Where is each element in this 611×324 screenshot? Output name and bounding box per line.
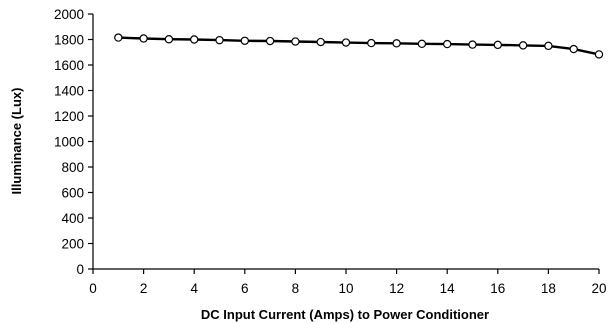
- x-tick-label-6: 12: [389, 281, 404, 296]
- y-tick-label-5: 1000: [54, 135, 84, 150]
- series-line-0: [118, 36, 600, 56]
- y-tick-label-8: 1600: [54, 58, 84, 73]
- x-tick-label-1: 2: [140, 281, 148, 296]
- x-axis-ticks: 0 2 4 6 8 10 12 14 16 18 20: [89, 269, 607, 296]
- data-point-6: [265, 36, 275, 46]
- y-tick-label-1: 200: [61, 237, 84, 252]
- y-tick-label-10: 2000: [54, 7, 84, 22]
- x-tick-label-2: 4: [190, 281, 198, 296]
- y-axis-ticks: 0 200 400 600 800 1000 1200 1400 1600 1800 2000: [54, 7, 93, 277]
- data-point-18: [569, 44, 578, 54]
- x-tick-label-0: 0: [89, 281, 97, 296]
- x-tick-label-7: 14: [440, 281, 456, 296]
- data-point-5: [240, 36, 249, 45]
- data-point-3: [189, 35, 199, 44]
- x-tick-label-8: 16: [490, 281, 505, 296]
- x-tick-label-3: 6: [241, 281, 249, 296]
- x-tick-label-9: 18: [541, 281, 556, 296]
- y-tick-label-6: 1200: [54, 109, 84, 124]
- data-point-11: [392, 39, 401, 48]
- data-point-4: [215, 35, 224, 45]
- y-tick-label-9: 1800: [54, 33, 84, 48]
- data-point-1: [139, 34, 148, 43]
- data-point-9: [341, 38, 351, 47]
- y-tick-label-4: 800: [61, 160, 84, 175]
- data-point-12: [417, 39, 427, 49]
- data-point-2: [164, 35, 174, 44]
- x-axis-title: DC Input Current (Amps) to Power Conditi…: [201, 307, 489, 322]
- data-point-15: [493, 40, 502, 50]
- y-axis-title: Illuminance (Lux): [9, 88, 24, 195]
- x-tick-label-10: 20: [591, 281, 606, 296]
- y-tick-label-3: 600: [61, 186, 84, 201]
- data-point-10: [367, 38, 376, 48]
- data-point-14: [468, 40, 477, 49]
- data-point-16: [518, 41, 528, 50]
- x-tick-label-5: 10: [338, 281, 353, 296]
- data-point-17: [544, 41, 553, 51]
- data-point-8: [316, 37, 325, 47]
- data-point-13: [443, 39, 452, 49]
- data-point-7: [291, 37, 300, 46]
- y-tick-label-7: 1400: [54, 84, 84, 99]
- data-point-19: [594, 50, 604, 59]
- y-tick-label-0: 0: [76, 262, 84, 277]
- x-tick-label-4: 8: [292, 281, 300, 296]
- y-tick-label-2: 400: [61, 211, 84, 226]
- data-point-0: [114, 33, 123, 42]
- series-group: [114, 33, 604, 59]
